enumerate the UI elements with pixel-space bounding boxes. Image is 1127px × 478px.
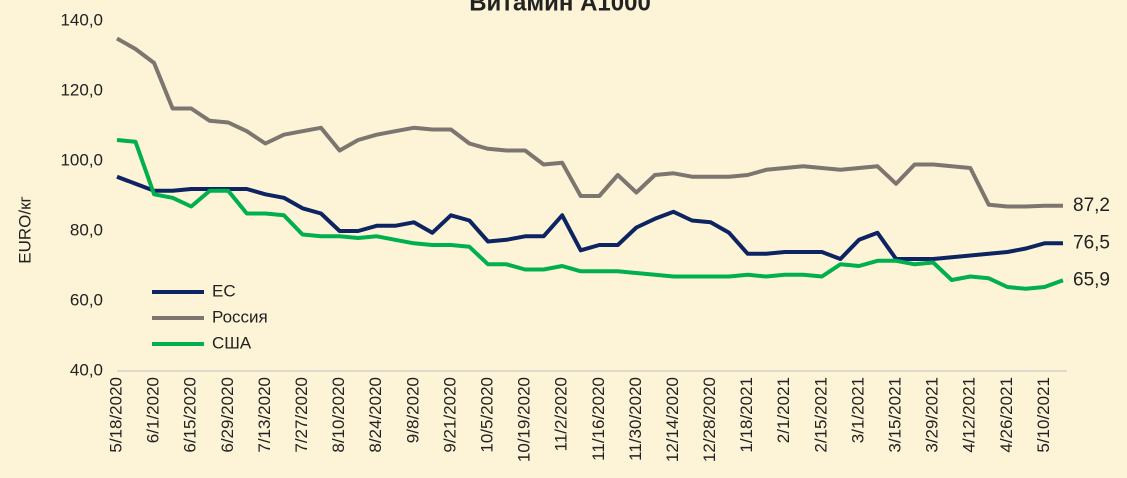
y-axis-label: EURO/кг <box>15 196 34 263</box>
legend-label: Россия <box>212 307 268 326</box>
x-tick-label: 1/18/2021 <box>737 377 756 453</box>
x-tick-label: 8/10/2020 <box>329 377 348 453</box>
x-tick-label: 6/29/2020 <box>218 377 237 453</box>
x-tick-label: 7/13/2020 <box>255 377 274 453</box>
x-tick-label: 6/15/2020 <box>181 377 200 453</box>
y-tick-label: 140,0 <box>60 10 103 29</box>
x-tick-label: 10/5/2020 <box>477 377 496 453</box>
x-tick-label: 4/12/2021 <box>960 377 979 453</box>
x-tick-label: 3/1/2021 <box>848 377 867 443</box>
y-tick-label: 40,0 <box>70 360 103 379</box>
x-tick-label: 11/30/2020 <box>626 377 645 461</box>
x-tick-label: 9/8/2020 <box>403 377 422 443</box>
x-tick-label: 10/19/2020 <box>515 377 534 462</box>
x-tick-label: 5/18/2020 <box>106 377 125 453</box>
x-tick-label: 5/10/2021 <box>1034 377 1053 453</box>
legend-label: ЕС <box>212 281 236 300</box>
x-tick-label: 11/16/2020 <box>589 377 608 461</box>
legend-label: США <box>212 333 252 352</box>
x-tick-label: 3/29/2021 <box>923 377 942 453</box>
x-tick-label: 2/1/2021 <box>774 377 793 443</box>
series-line <box>116 138 1064 291</box>
x-tick-label: 2/15/2021 <box>811 377 830 453</box>
x-tick-label: 4/26/2021 <box>997 377 1016 453</box>
x-tick-label: 9/21/2020 <box>440 377 459 453</box>
x-tick-label: 11/2/2020 <box>552 377 571 451</box>
series-line <box>116 174 1063 261</box>
series-line <box>116 36 1063 209</box>
x-tick-label: 12/14/2020 <box>663 377 682 462</box>
data-label: 65,9 <box>1073 269 1110 290</box>
x-tick-label: 8/24/2020 <box>366 377 385 453</box>
x-tick-label: 6/1/2020 <box>144 377 163 443</box>
y-tick-label: 120,0 <box>60 80 103 99</box>
chart-title: Витамин А1000 <box>469 0 651 16</box>
data-label: 76,5 <box>1073 232 1110 253</box>
data-label: 87,2 <box>1073 195 1110 216</box>
x-tick-label: 3/15/2021 <box>886 377 905 453</box>
y-tick-label: 100,0 <box>60 150 103 169</box>
y-tick-label: 80,0 <box>70 220 103 239</box>
x-tick-label: 12/28/2020 <box>700 377 719 462</box>
y-tick-label: 60,0 <box>70 290 103 309</box>
x-tick-label: 7/27/2020 <box>292 377 311 453</box>
